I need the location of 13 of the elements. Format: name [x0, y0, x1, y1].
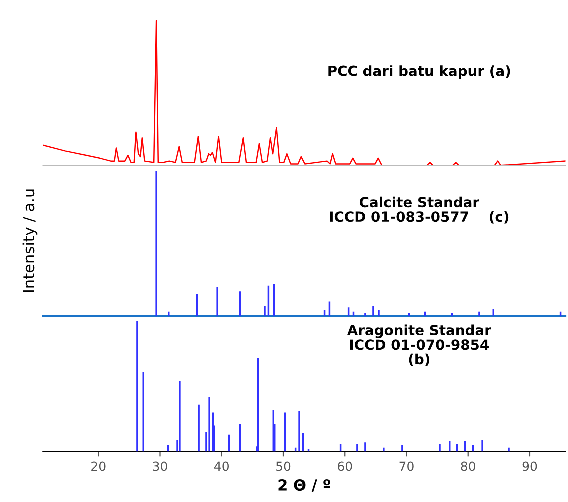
- x-tick-label: 20: [92, 462, 106, 472]
- x-tick-label: 70: [400, 462, 414, 472]
- annotation: PCC dari batu kapur (a): [328, 66, 510, 80]
- x-tick-label: 60: [338, 462, 352, 472]
- x-tick-label: 40: [214, 462, 229, 472]
- x-axis-title: 2 Θ / º: [278, 479, 330, 492]
- y-axis-title: Intensity / a.u: [22, 190, 38, 292]
- x-tick-label: 90: [522, 462, 538, 472]
- x-tick-label: 80: [461, 462, 476, 472]
- annotation: Calcite Standar ICCD 01-083-0577 (c): [330, 196, 509, 224]
- x-tick-label: 50: [276, 462, 291, 472]
- annotation: Aragonite Standar ICCD 01-070-9854 (b): [347, 324, 492, 366]
- x-tick-label: 30: [153, 462, 168, 472]
